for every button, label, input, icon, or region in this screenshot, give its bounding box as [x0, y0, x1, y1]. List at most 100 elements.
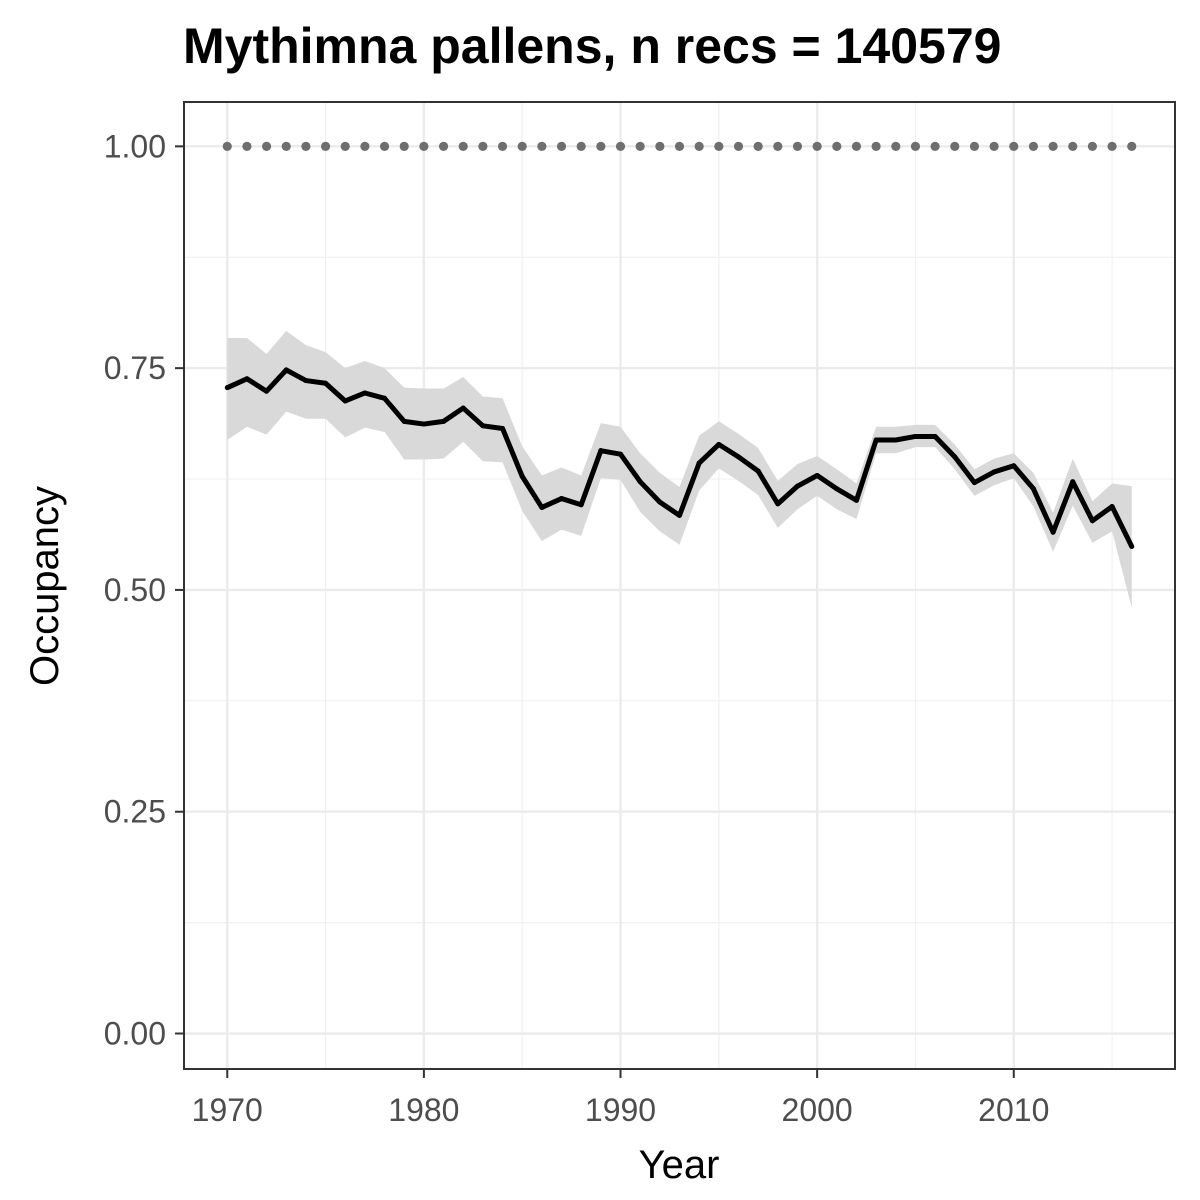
y-tick-label: 0.75	[104, 350, 166, 386]
y-tick-label: 0.00	[104, 1016, 166, 1052]
occupancy-point	[932, 433, 938, 439]
occupancy-point	[1070, 479, 1076, 485]
occupancy-point	[1030, 486, 1036, 492]
reference-point	[950, 141, 960, 151]
reference-point	[733, 141, 744, 151]
x-tick-label: 2010	[978, 1092, 1049, 1128]
occupancy-point	[1011, 463, 1017, 469]
reference-point	[320, 141, 331, 151]
occupancy-point	[1109, 504, 1115, 510]
reference-point	[517, 141, 527, 151]
occupancy-point	[1089, 518, 1095, 524]
reference-point	[261, 141, 272, 151]
reference-point	[910, 141, 921, 151]
occupancy-point	[618, 451, 624, 457]
reference-point	[851, 141, 862, 151]
reference-point	[891, 141, 901, 151]
occupancy-point	[264, 388, 270, 394]
plot-border	[183, 101, 1176, 1070]
reference-point	[969, 141, 980, 151]
reference-point	[596, 141, 606, 151]
reference-point	[615, 141, 626, 151]
reference-point	[635, 141, 645, 151]
reference-point	[753, 141, 763, 151]
reference-point	[438, 141, 449, 151]
occupancy-point	[1050, 529, 1056, 535]
occupancy-point	[991, 469, 997, 475]
reference-point	[576, 141, 586, 151]
occupancy-point	[735, 454, 741, 460]
occupancy-point	[401, 418, 407, 424]
reference-point	[301, 141, 311, 151]
reference-point	[478, 141, 488, 151]
reference-point	[694, 141, 704, 151]
x-axis-title: Year	[639, 1143, 720, 1187]
occupancy-point	[1129, 543, 1135, 549]
occupancy-point	[342, 398, 348, 404]
occupancy-point	[519, 473, 525, 479]
confidence-ribbon	[227, 330, 1132, 608]
occupancy-point	[971, 480, 977, 486]
occupancy-point	[362, 390, 368, 396]
reference-point	[1068, 141, 1078, 151]
occupancy-point	[598, 448, 604, 454]
reference-point	[832, 141, 842, 151]
reference-point	[871, 141, 881, 151]
y-axis-title: Occupancy	[23, 486, 67, 686]
occupancy-point	[834, 486, 840, 492]
reference-point	[379, 141, 390, 151]
occupancy-point	[853, 497, 859, 503]
reference-point	[556, 141, 567, 151]
y-tick-label: 1.00	[104, 128, 166, 164]
chart-title: Mythimna pallens, n recs = 140579	[183, 18, 1001, 74]
reference-point	[1107, 141, 1117, 151]
reference-point	[714, 141, 724, 151]
reference-point	[222, 141, 232, 151]
occupancy-point	[323, 380, 329, 386]
x-tick-label: 1990	[585, 1092, 656, 1128]
reference-point	[281, 141, 291, 151]
occupancy-point	[893, 437, 899, 443]
occupancy-point	[873, 437, 879, 443]
reference-point	[1048, 141, 1058, 151]
x-tick-label: 1970	[192, 1092, 263, 1128]
reference-point	[989, 141, 999, 151]
reference-point	[1009, 141, 1019, 151]
occupancy-point	[382, 395, 388, 401]
occupancy-point	[539, 504, 545, 510]
occupancy-point	[657, 499, 663, 505]
reference-point	[674, 141, 685, 151]
reference-points	[222, 141, 1137, 151]
x-tick-label: 2000	[782, 1092, 853, 1128]
occupancy-point	[283, 367, 289, 373]
occupancy-point	[559, 496, 565, 502]
occupancy-point	[716, 441, 722, 447]
x-tick-label: 1980	[388, 1092, 459, 1128]
occupancy-point	[677, 512, 682, 518]
reference-point	[773, 141, 783, 151]
reference-point	[497, 141, 508, 151]
occupancy-point	[952, 454, 958, 460]
reference-point	[458, 141, 468, 151]
reference-point	[1087, 141, 1098, 151]
reference-point	[419, 141, 429, 151]
reference-point	[1127, 141, 1137, 151]
reference-point	[360, 141, 370, 151]
reference-point	[399, 141, 409, 151]
y-tick-label: 0.25	[104, 794, 166, 830]
y-axis: 0.00 0.25 0.50 0.75 1.00	[104, 128, 184, 1052]
occupancy-points	[224, 367, 1135, 549]
occupancy-point	[224, 385, 230, 391]
occupancy-point	[637, 479, 643, 485]
occupancy-point	[303, 378, 309, 384]
reference-point	[812, 141, 822, 151]
occupancy-point	[244, 376, 250, 382]
reference-point	[340, 141, 350, 151]
plot-background	[184, 102, 1175, 1069]
occupancy-point	[500, 425, 506, 431]
grid-minor	[184, 102, 1175, 1069]
occupancy-point	[794, 483, 800, 489]
x-axis: 1970 1980 1990 2000 2010	[192, 1069, 1049, 1128]
reference-point	[930, 141, 940, 151]
